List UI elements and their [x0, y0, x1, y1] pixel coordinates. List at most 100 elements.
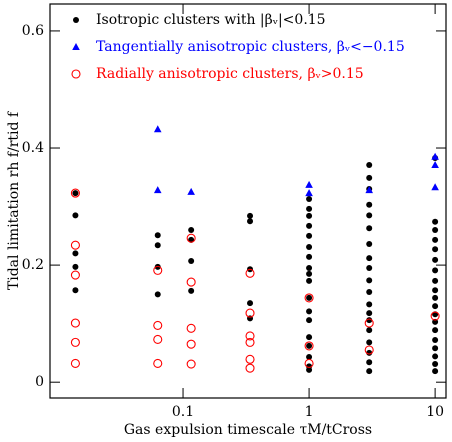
point	[432, 327, 439, 334]
point	[432, 226, 439, 233]
point	[366, 317, 373, 324]
plot-frame	[49, 3, 447, 399]
point	[70, 318, 80, 328]
point	[432, 353, 439, 360]
point	[366, 201, 373, 208]
point	[187, 187, 195, 195]
point	[306, 294, 313, 301]
point	[72, 250, 79, 257]
point	[306, 366, 313, 373]
point	[430, 311, 440, 321]
point	[304, 341, 314, 351]
x-tick-label: 0.1	[172, 404, 194, 420]
point	[366, 241, 373, 248]
point	[153, 265, 163, 275]
point	[305, 180, 313, 188]
point	[306, 308, 313, 315]
legend-marker	[73, 17, 79, 23]
point	[366, 265, 373, 272]
point	[247, 218, 254, 225]
point	[306, 342, 313, 349]
y-tick-label: 0.2	[22, 257, 44, 273]
point	[306, 232, 313, 239]
legend-marker	[72, 43, 80, 50]
point	[364, 345, 374, 355]
point	[366, 301, 373, 308]
point	[432, 368, 439, 375]
point	[366, 310, 373, 317]
point	[432, 277, 439, 284]
point	[366, 339, 373, 346]
point	[305, 189, 313, 197]
point	[365, 186, 374, 194]
point	[153, 320, 163, 330]
x-tick-label: 10	[426, 404, 444, 420]
y-tick-label: 0.6	[22, 23, 44, 39]
point	[366, 255, 373, 262]
point	[72, 212, 79, 219]
point	[306, 212, 313, 219]
point	[366, 277, 373, 284]
point	[153, 358, 163, 369]
legend-label: Isotropic clusters with |βᵥ|<0.15	[96, 12, 326, 28]
point	[432, 303, 439, 310]
point	[245, 308, 255, 318]
point	[153, 186, 162, 194]
point	[366, 368, 373, 375]
point	[432, 218, 439, 225]
point	[72, 263, 79, 270]
point	[432, 256, 439, 263]
point	[153, 334, 163, 345]
point	[432, 337, 439, 344]
point	[245, 363, 255, 373]
point	[245, 354, 255, 364]
legend-marker	[71, 69, 81, 79]
point	[431, 160, 439, 168]
point	[306, 253, 313, 260]
point	[431, 183, 439, 191]
point	[245, 331, 255, 341]
point	[188, 226, 195, 233]
point	[306, 354, 313, 361]
point	[306, 277, 313, 284]
y-tick-label: 0.4	[22, 140, 44, 156]
point	[366, 327, 373, 334]
point	[72, 190, 79, 197]
point	[245, 337, 255, 347]
point	[70, 337, 80, 347]
point	[432, 294, 439, 301]
point	[186, 233, 196, 243]
point	[306, 195, 313, 202]
point	[306, 270, 313, 277]
point	[432, 236, 439, 243]
point	[72, 287, 79, 294]
point	[186, 359, 196, 369]
point	[188, 258, 195, 265]
point	[366, 225, 373, 232]
point	[432, 267, 439, 274]
point	[306, 265, 313, 272]
point	[432, 246, 439, 253]
point	[304, 358, 314, 369]
point	[432, 287, 439, 294]
point	[245, 268, 255, 278]
point	[154, 291, 161, 298]
point	[366, 289, 373, 296]
point	[432, 345, 439, 352]
point	[306, 334, 313, 341]
point	[366, 212, 373, 219]
point	[432, 318, 439, 325]
point	[366, 161, 373, 168]
point	[247, 212, 254, 219]
point	[247, 300, 254, 307]
x-axis-label: Gas expulsion timescale τM/tCross	[124, 422, 372, 438]
point	[70, 270, 80, 280]
legend-label: Tangentially anisotropic clusters, βᵥ<−0…	[96, 39, 405, 55]
point	[366, 349, 373, 356]
point	[70, 240, 80, 250]
point	[70, 358, 80, 369]
point	[306, 317, 313, 324]
point	[366, 174, 373, 181]
point	[186, 339, 196, 349]
